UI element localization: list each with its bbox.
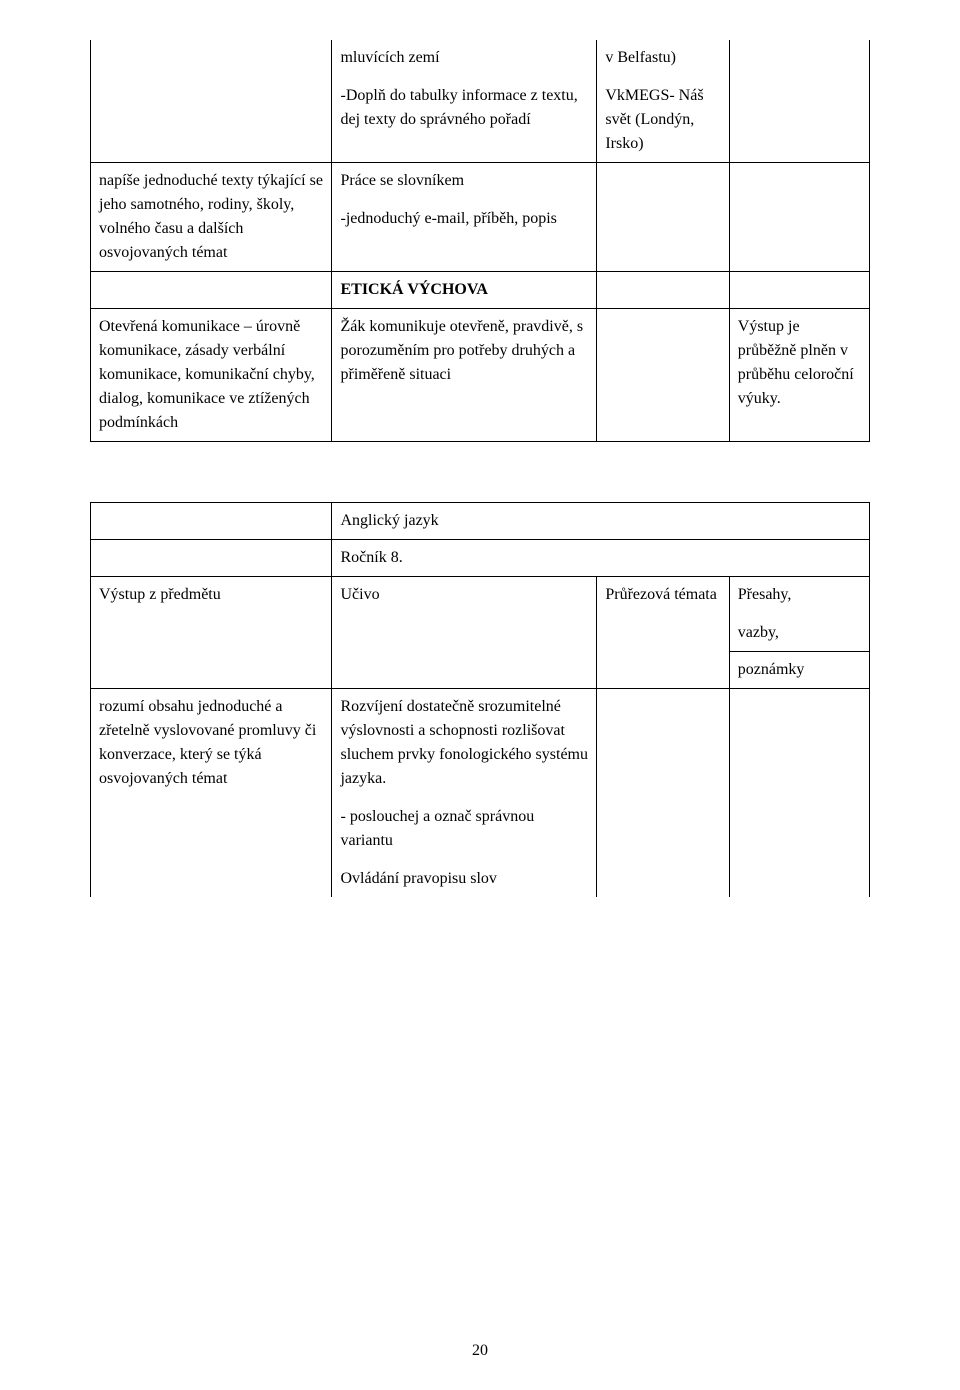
column-header: Výstup z předmětu — [91, 577, 332, 689]
text: rozumí obsahu jednoduché a zřetelně vysl… — [99, 698, 316, 787]
cell-content: mluvících zemí -Doplň do tabulky informa… — [332, 40, 597, 163]
header-text: vazby, — [738, 621, 861, 645]
text: Výstup je průběžně plněn v průběhu celor… — [738, 318, 854, 407]
subject-title: Anglický jazyk — [340, 512, 438, 529]
text: Práce se slovníkem — [340, 169, 588, 193]
table-row: Otevřená komunikace – úrovně komunikace,… — [91, 309, 870, 442]
cell-empty — [729, 40, 869, 163]
header-text: Učivo — [340, 586, 379, 603]
header-text: poznámky — [738, 661, 805, 678]
text: napíše jednoduché texty týkající se jeho… — [99, 172, 323, 261]
table-row: Ročník 8. — [91, 540, 870, 577]
grade-label: Ročník 8. — [340, 549, 402, 566]
text: Ovládání pravopisu slov — [340, 867, 588, 891]
cell-empty — [597, 689, 729, 898]
cell-empty — [597, 272, 729, 309]
section-heading: ETICKÁ VÝCHOVA — [340, 281, 487, 298]
text: - poslouchej a označ správnou variantu — [340, 805, 588, 853]
cell-content: v Belfastu) VkMEGS- Náš svět (Londýn, Ir… — [597, 40, 729, 163]
column-header: Průřezová témata — [597, 577, 729, 689]
text: -jednoduchý e-mail, příběh, popis — [340, 207, 588, 231]
text: Rozvíjení dostatečně srozumitelné výslov… — [340, 695, 588, 791]
text: Žák komunikuje otevřeně, pravdivě, s por… — [340, 318, 583, 383]
cell-subtitle: Ročník 8. — [332, 540, 870, 577]
cell-empty — [729, 163, 869, 272]
table-header-row: Výstup z předmětu Učivo Průřezová témata… — [91, 577, 870, 652]
cell-empty — [729, 689, 869, 898]
cell-empty — [597, 309, 729, 442]
curriculum-table-1: mluvících zemí -Doplň do tabulky informa… — [90, 40, 870, 442]
cell-content: Práce se slovníkem -jednoduchý e-mail, p… — [332, 163, 597, 272]
text: -Doplň do tabulky informace z textu, dej… — [340, 84, 588, 132]
spacer — [90, 442, 870, 502]
cell-content: Otevřená komunikace – úrovně komunikace,… — [91, 309, 332, 442]
cell-empty — [91, 40, 332, 163]
curriculum-table-2: Anglický jazyk Ročník 8. Výstup z předmě… — [90, 502, 870, 897]
cell-empty — [91, 272, 332, 309]
text: Otevřená komunikace – úrovně komunikace,… — [99, 318, 315, 431]
table-row: napíše jednoduché texty týkající se jeho… — [91, 163, 870, 272]
table-row: rozumí obsahu jednoduché a zřetelně vysl… — [91, 689, 870, 898]
cell-title: Anglický jazyk — [332, 503, 870, 540]
cell-empty — [91, 503, 332, 540]
page-number: 20 — [0, 1342, 960, 1360]
header-text: Výstup z předmětu — [99, 586, 221, 603]
cell-content: Žák komunikuje otevřeně, pravdivě, s por… — [332, 309, 597, 442]
header-text: Přesahy, — [738, 583, 861, 607]
text: mluvících zemí — [340, 46, 588, 70]
header-text: Průřezová témata — [605, 586, 717, 603]
cell-content: rozumí obsahu jednoduché a zřetelně vysl… — [91, 689, 332, 898]
column-header: Učivo — [332, 577, 597, 689]
cell-empty — [91, 540, 332, 577]
table-row: mluvících zemí -Doplň do tabulky informa… — [91, 40, 870, 163]
text: VkMEGS- Náš svět (Londýn, Irsko) — [605, 84, 720, 156]
column-header: Přesahy, vazby, — [729, 577, 869, 652]
cell-content: Rozvíjení dostatečně srozumitelné výslov… — [332, 689, 597, 898]
cell-empty — [597, 163, 729, 272]
cell-content: Výstup je průběžně plněn v průběhu celor… — [729, 309, 869, 442]
table-row: Anglický jazyk — [91, 503, 870, 540]
table-row: ETICKÁ VÝCHOVA — [91, 272, 870, 309]
cell-heading: ETICKÁ VÝCHOVA — [332, 272, 597, 309]
cell-empty — [729, 272, 869, 309]
column-header: poznámky — [729, 652, 869, 689]
page-number-text: 20 — [472, 1342, 488, 1359]
cell-content: napíše jednoduché texty týkající se jeho… — [91, 163, 332, 272]
text: v Belfastu) — [605, 46, 720, 70]
